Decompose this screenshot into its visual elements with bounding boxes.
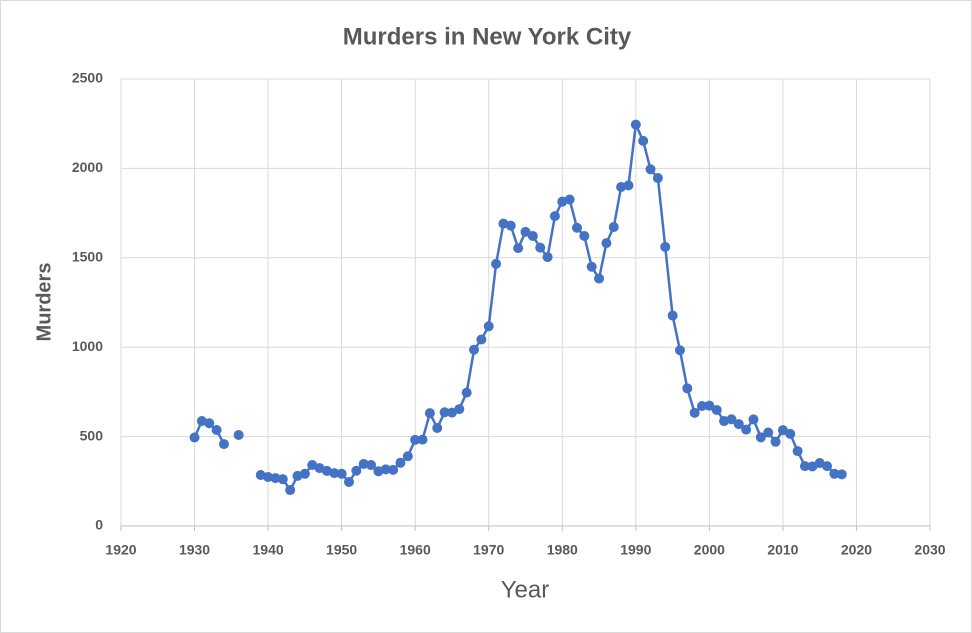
data-point [402,451,413,462]
data-point [505,220,516,231]
data-point [454,404,465,415]
data-point [704,400,715,411]
y-tick-label: 500 [80,427,104,443]
data-point [527,230,538,241]
data-point [491,258,502,269]
data-point [336,468,347,479]
x-tick-label: 2030 [914,542,945,558]
data-point [836,469,847,480]
data-point [277,474,288,485]
x-tick-label: 1960 [400,542,431,558]
y-axis-label: Murders [33,263,55,342]
data-point [520,226,531,237]
data-point [417,434,428,445]
data-point [270,473,281,484]
data-point [542,252,553,263]
data-point [469,344,480,355]
data-point [748,414,759,425]
data-point [733,419,744,430]
data-point [674,345,685,356]
data-point [218,439,229,450]
data-point [638,135,649,146]
data-point [608,222,619,233]
chart-title: Murders in New York City [343,23,632,50]
data-point [395,457,406,468]
data-point [299,468,310,479]
data-point [549,211,560,222]
y-tick-label: 1000 [72,338,103,354]
data-point [770,436,781,447]
data-point [667,310,678,321]
x-tick-label: 1950 [326,542,357,558]
data-point [571,222,582,233]
data-point [343,477,354,488]
data-point [711,404,722,415]
data-point [763,427,774,438]
x-tick-label: 1980 [547,542,578,558]
y-tick-label: 2500 [72,70,103,86]
data-point [799,461,810,472]
data-point [439,407,450,418]
data-point [682,383,693,394]
x-tick-label: 1940 [253,542,284,558]
x-tick-label: 2010 [767,542,798,558]
y-tick-label: 0 [95,517,103,533]
data-point [233,429,244,440]
data-point [741,424,752,435]
data-point [366,460,377,471]
x-tick-label: 1920 [105,542,136,558]
y-tick-label: 1500 [72,249,103,265]
data-point [645,164,656,175]
data-point [623,180,634,191]
data-point [513,243,524,254]
data-point [586,261,597,272]
data-point [652,173,663,184]
x-tick-label: 1990 [620,542,651,558]
x-tick-label: 2020 [841,542,872,558]
data-point [329,468,340,479]
data-point [285,485,296,496]
data-point [189,432,200,443]
data-point [211,424,222,435]
data-point [432,423,443,434]
data-point [829,468,840,479]
x-axis-label: Year [501,576,550,603]
data-point [630,119,641,130]
data-point [564,194,575,205]
data-point [424,408,435,419]
data-point [601,238,612,249]
data-point [461,387,472,398]
data-point [380,464,391,475]
data-point [483,321,494,332]
x-tick-label: 1930 [179,542,210,558]
data-point [263,472,274,483]
data-point [594,273,605,284]
data-point [777,425,788,436]
x-tick-label: 2000 [694,542,725,558]
data-point [726,414,737,425]
data-point [388,464,399,475]
data-point [579,230,590,241]
data-point [697,401,708,412]
data-point [822,461,833,472]
data-point [785,428,796,439]
data-point [476,334,487,345]
data-point [755,432,766,443]
data-point [660,241,671,252]
data-point [204,418,215,429]
data-point [689,407,700,418]
data-point [358,458,369,469]
data-point [351,465,362,476]
data-point [535,242,546,253]
data-point [410,434,421,445]
data-point [792,446,803,457]
x-tick-label: 1970 [473,542,504,558]
y-tick-label: 2000 [72,159,103,175]
